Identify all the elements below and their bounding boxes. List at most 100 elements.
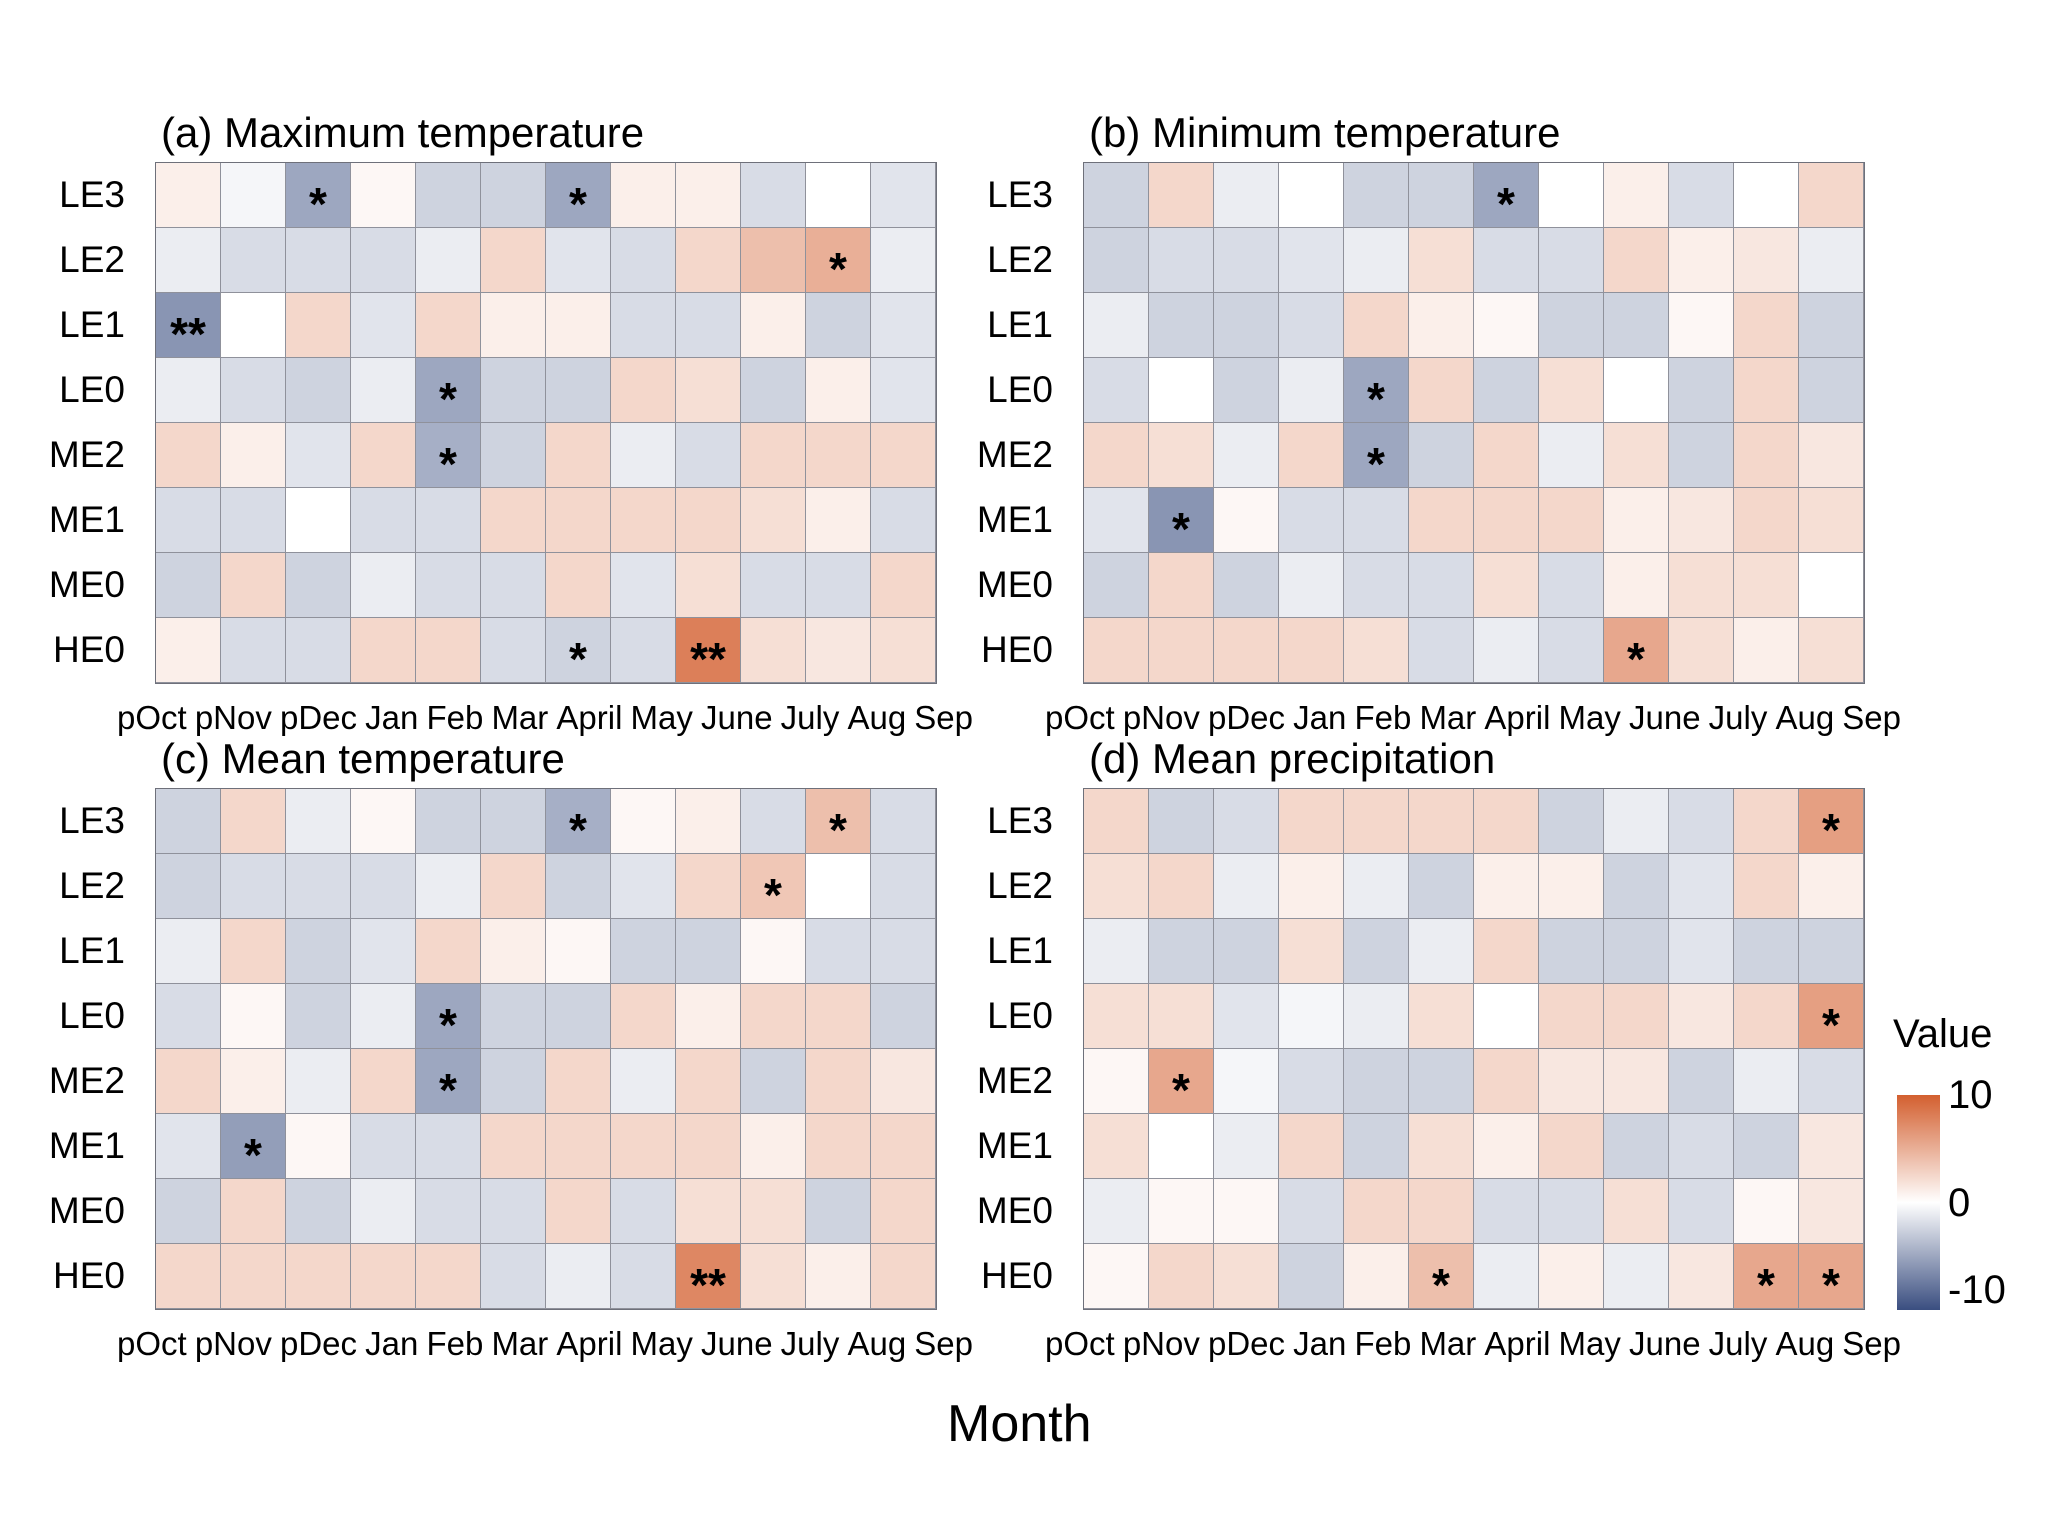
heatmap-cell xyxy=(1474,1049,1539,1114)
heatmap-cell xyxy=(1084,488,1149,553)
heatmap-cell xyxy=(1799,854,1864,919)
x-tick-label: Jan xyxy=(365,699,419,736)
heatmap-cell xyxy=(1149,1244,1214,1309)
heatmap-cell xyxy=(286,553,351,618)
legend-title: Value xyxy=(1893,1012,1993,1056)
heatmap-cell xyxy=(1214,163,1279,228)
heatmap-cell xyxy=(1214,293,1279,358)
heatmap-cell xyxy=(1799,423,1864,488)
y-tick-label: LE1 xyxy=(987,304,1053,345)
heatmap-cell xyxy=(1669,358,1734,423)
x-tick-label: pDec xyxy=(1207,699,1286,736)
heatmap-cell xyxy=(806,854,871,919)
heatmap-cell xyxy=(1474,1179,1539,1244)
heatmap-cell xyxy=(676,488,741,553)
heatmap-cell xyxy=(286,358,351,423)
y-tick-label: LE3 xyxy=(59,800,125,841)
heatmap-cell: * xyxy=(221,1114,286,1179)
panel-min-temperature: (b) Minimum temperature LE3 LE2 LE1 LE0 ME2 M… xyxy=(977,110,1901,736)
heatmap-cell xyxy=(1474,1244,1539,1309)
x-tick-label: Feb xyxy=(1354,1325,1412,1362)
heatmap-cell xyxy=(481,854,546,919)
heatmap-cell xyxy=(416,293,481,358)
heatmap-cell xyxy=(351,488,416,553)
significance-marker: * xyxy=(829,243,847,295)
heatmap-cell xyxy=(1409,1114,1474,1179)
heatmap-cell xyxy=(416,228,481,293)
x-tick-label: Sep xyxy=(1842,699,1901,736)
heatmap-cell xyxy=(1214,854,1279,919)
y-axis-labels: LE3 LE2 LE1 LE0 ME2 ME1 ME0 HE0 xyxy=(29,788,125,1308)
heatmap-cell xyxy=(1474,358,1539,423)
heatmap-cell xyxy=(481,228,546,293)
heatmap-cell xyxy=(416,553,481,618)
heatmap-cell xyxy=(1669,163,1734,228)
heatmap-cell xyxy=(1539,423,1604,488)
y-tick-label: ME0 xyxy=(976,1190,1053,1231)
heatmap-cell xyxy=(351,984,416,1049)
significance-marker: ** xyxy=(690,1259,726,1311)
heatmap-cell xyxy=(611,1179,676,1244)
y-tick-label: ME2 xyxy=(976,434,1053,475)
heatmap-cell xyxy=(1734,1114,1799,1179)
heatmap-cell xyxy=(481,293,546,358)
heatmap-cell xyxy=(156,423,221,488)
heatmap-cell xyxy=(1409,1049,1474,1114)
heatmap-cell xyxy=(1084,358,1149,423)
heatmap-cell xyxy=(871,293,936,358)
heatmap-cell xyxy=(1799,293,1864,358)
significance-marker: ** xyxy=(690,633,726,685)
heatmap-cell xyxy=(351,854,416,919)
heatmap-cell xyxy=(481,163,546,228)
heatmap-cell xyxy=(871,919,936,984)
heatmap-cell xyxy=(1344,293,1409,358)
heatmap-cell xyxy=(1084,618,1149,683)
heatmap-cell xyxy=(1734,984,1799,1049)
heatmap-cell xyxy=(351,789,416,854)
heatmap-cell xyxy=(481,618,546,683)
heatmap-cell xyxy=(871,553,936,618)
x-tick-label: Mar xyxy=(491,1325,549,1362)
heatmap-cell xyxy=(481,423,546,488)
heatmap-cell xyxy=(1214,423,1279,488)
heatmap-cell xyxy=(1734,293,1799,358)
significance-marker: * xyxy=(1497,178,1515,230)
heatmap-cell xyxy=(1409,618,1474,683)
panel-title: (a) Maximum temperature xyxy=(161,109,645,156)
heatmap-cell xyxy=(741,1244,806,1309)
heatmap-cell xyxy=(1669,789,1734,854)
x-tick-label: Feb xyxy=(1354,699,1412,736)
heatmap-cell xyxy=(806,163,871,228)
x-tick-label: April xyxy=(1484,1325,1551,1362)
x-tick-label: pNov xyxy=(194,699,272,736)
heatmap-cell xyxy=(1214,1049,1279,1114)
x-tick-label: Aug xyxy=(1775,699,1835,736)
heatmap-cell xyxy=(1084,423,1149,488)
heatmap-cell xyxy=(156,488,221,553)
heatmap-cell xyxy=(1474,553,1539,618)
heatmap-cell xyxy=(351,1049,416,1114)
heatmap-cell xyxy=(1539,1244,1604,1309)
y-tick-label: ME0 xyxy=(48,564,125,605)
heatmap-cell xyxy=(611,553,676,618)
y-tick-label: LE1 xyxy=(59,930,125,971)
x-tick-label: April xyxy=(1484,699,1551,736)
y-tick-label: LE3 xyxy=(987,174,1053,215)
significance-marker: * xyxy=(1627,633,1645,685)
y-tick-label: LE0 xyxy=(987,995,1053,1036)
heatmap-cell xyxy=(546,854,611,919)
heatmap-cell xyxy=(1409,423,1474,488)
heatmap-cell xyxy=(1149,423,1214,488)
significance-marker: * xyxy=(569,178,587,230)
heatmap-cell xyxy=(1409,488,1474,553)
heatmap-cell xyxy=(221,1179,286,1244)
heatmap-cell xyxy=(481,984,546,1049)
x-tick-label: pNov xyxy=(1122,699,1200,736)
heatmap-cell xyxy=(871,1179,936,1244)
heatmap-cell xyxy=(156,1244,221,1309)
heatmap-cell xyxy=(1539,358,1604,423)
heatmap-cell xyxy=(156,854,221,919)
heatmap-cell: * xyxy=(1799,1244,1864,1309)
heatmap-cell xyxy=(676,1179,741,1244)
x-tick-label: Sep xyxy=(1842,1325,1901,1362)
